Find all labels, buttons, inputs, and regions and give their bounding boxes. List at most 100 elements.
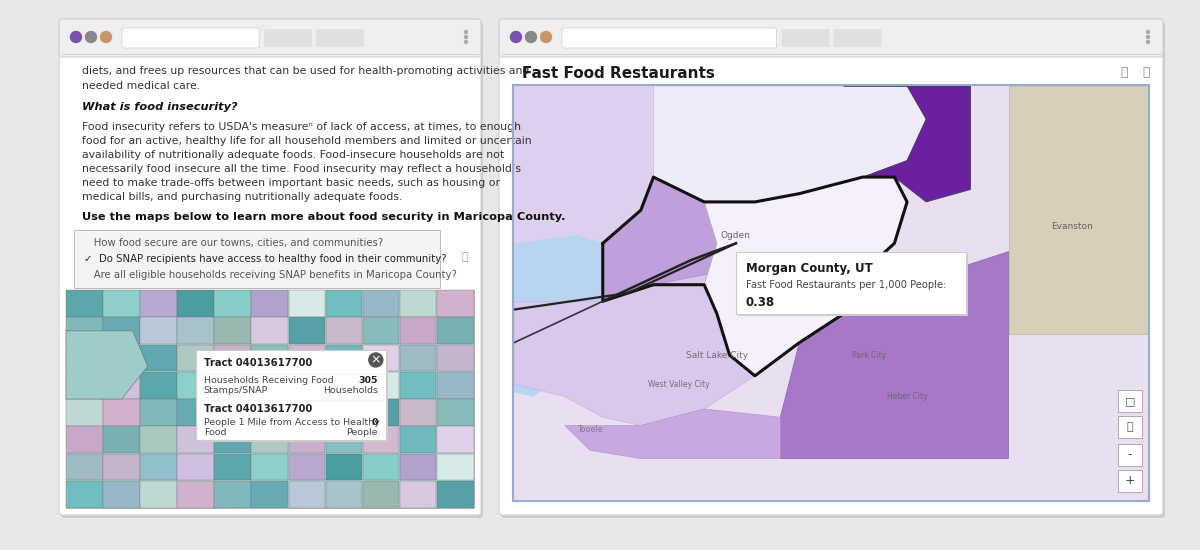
FancyBboxPatch shape <box>834 29 882 47</box>
Circle shape <box>510 31 522 42</box>
Text: Tract 04013617700: Tract 04013617700 <box>204 358 312 368</box>
Bar <box>252 399 288 426</box>
Text: availability of nutritionally adequate foods. Food-insecure households are not: availability of nutritionally adequate f… <box>82 150 504 160</box>
Bar <box>178 372 214 399</box>
Text: Evanston: Evanston <box>1051 222 1093 231</box>
Bar <box>215 290 251 317</box>
Bar <box>736 251 966 314</box>
Text: Tract 04013617700: Tract 04013617700 <box>204 404 312 414</box>
Bar <box>362 290 400 317</box>
Text: Use the maps below to learn more about food security in Maricopa County.: Use the maps below to learn more about f… <box>82 212 565 222</box>
Bar <box>362 372 400 399</box>
Polygon shape <box>514 318 577 355</box>
Polygon shape <box>1008 86 1148 334</box>
Circle shape <box>368 353 383 367</box>
Circle shape <box>464 36 468 38</box>
Bar <box>362 317 400 344</box>
Bar <box>252 454 288 480</box>
Text: diets, and frees up resources that can be used for health-promoting activities a: diets, and frees up resources that can b… <box>82 66 529 91</box>
Bar <box>140 399 176 426</box>
Bar <box>198 352 388 442</box>
Bar <box>288 372 325 399</box>
Bar <box>437 317 474 344</box>
Bar <box>140 344 176 371</box>
Circle shape <box>540 31 552 42</box>
Text: People: People <box>347 428 378 437</box>
Text: □: □ <box>1124 396 1135 406</box>
Text: 🔗: 🔗 <box>1142 66 1150 79</box>
Text: 0: 0 <box>371 418 378 427</box>
Bar <box>400 290 437 317</box>
FancyBboxPatch shape <box>122 28 259 48</box>
Bar <box>437 290 474 317</box>
Text: Park City: Park City <box>852 350 886 360</box>
Text: need to make trade-offs between important basic needs, such as housing or: need to make trade-offs between importan… <box>82 178 500 188</box>
Bar <box>252 344 288 371</box>
Text: Food: Food <box>204 428 227 437</box>
Bar <box>1118 470 1142 492</box>
Text: -: - <box>1128 448 1133 461</box>
Text: Heber City: Heber City <box>887 392 928 401</box>
Text: West Valley City: West Valley City <box>648 379 709 389</box>
Bar <box>103 399 139 426</box>
Text: What is food insecurity?: What is food insecurity? <box>82 102 238 112</box>
Text: Food insecurity refers to USDA's measureⁿ of lack of access, at times, to enough: Food insecurity refers to USDA's measure… <box>82 122 521 132</box>
Bar <box>400 372 437 399</box>
Text: food for an active, healthy life for all household members and limited or uncert: food for an active, healthy life for all… <box>82 136 532 146</box>
Text: 🔗: 🔗 <box>461 252 468 262</box>
Bar <box>140 426 176 453</box>
Bar <box>288 454 325 480</box>
Bar <box>103 344 139 371</box>
FancyBboxPatch shape <box>499 19 1163 57</box>
Bar <box>400 481 437 508</box>
FancyBboxPatch shape <box>502 22 1165 518</box>
Text: +: + <box>1124 475 1135 487</box>
Bar <box>66 454 102 480</box>
Text: ⤢: ⤢ <box>1127 422 1133 432</box>
Polygon shape <box>844 86 971 202</box>
Circle shape <box>1146 36 1150 38</box>
Bar <box>215 481 251 508</box>
Bar <box>178 344 214 371</box>
FancyBboxPatch shape <box>74 230 440 288</box>
Bar <box>178 290 214 317</box>
Bar <box>437 426 474 453</box>
Bar <box>252 290 288 317</box>
Bar <box>514 85 1150 501</box>
Bar <box>178 317 214 344</box>
Bar <box>140 290 176 317</box>
Bar <box>288 317 325 344</box>
Text: Households: Households <box>323 386 378 395</box>
Bar <box>400 344 437 371</box>
Bar <box>400 426 437 453</box>
Bar <box>437 481 474 508</box>
Bar <box>288 426 325 453</box>
FancyBboxPatch shape <box>264 29 312 47</box>
Text: 📊: 📊 <box>1120 66 1128 79</box>
Bar <box>66 290 474 508</box>
Bar <box>215 399 251 426</box>
FancyBboxPatch shape <box>781 29 829 47</box>
Bar <box>437 399 474 426</box>
Bar <box>252 317 288 344</box>
FancyBboxPatch shape <box>59 19 481 57</box>
Bar <box>1118 390 1142 412</box>
Bar <box>140 481 176 508</box>
Bar <box>437 344 474 371</box>
Polygon shape <box>704 177 907 376</box>
Bar <box>288 399 325 426</box>
Bar <box>66 399 102 426</box>
Text: Stamps/SNAP: Stamps/SNAP <box>204 386 268 395</box>
Bar <box>325 344 362 371</box>
Text: ×: × <box>371 354 382 366</box>
Text: 305: 305 <box>359 376 378 385</box>
Circle shape <box>526 31 536 42</box>
Bar <box>62 44 478 54</box>
Bar <box>103 372 139 399</box>
Bar <box>252 426 288 453</box>
Bar <box>66 372 102 399</box>
Bar <box>66 317 102 344</box>
Bar <box>362 344 400 371</box>
Bar <box>288 344 325 371</box>
Polygon shape <box>514 210 844 426</box>
